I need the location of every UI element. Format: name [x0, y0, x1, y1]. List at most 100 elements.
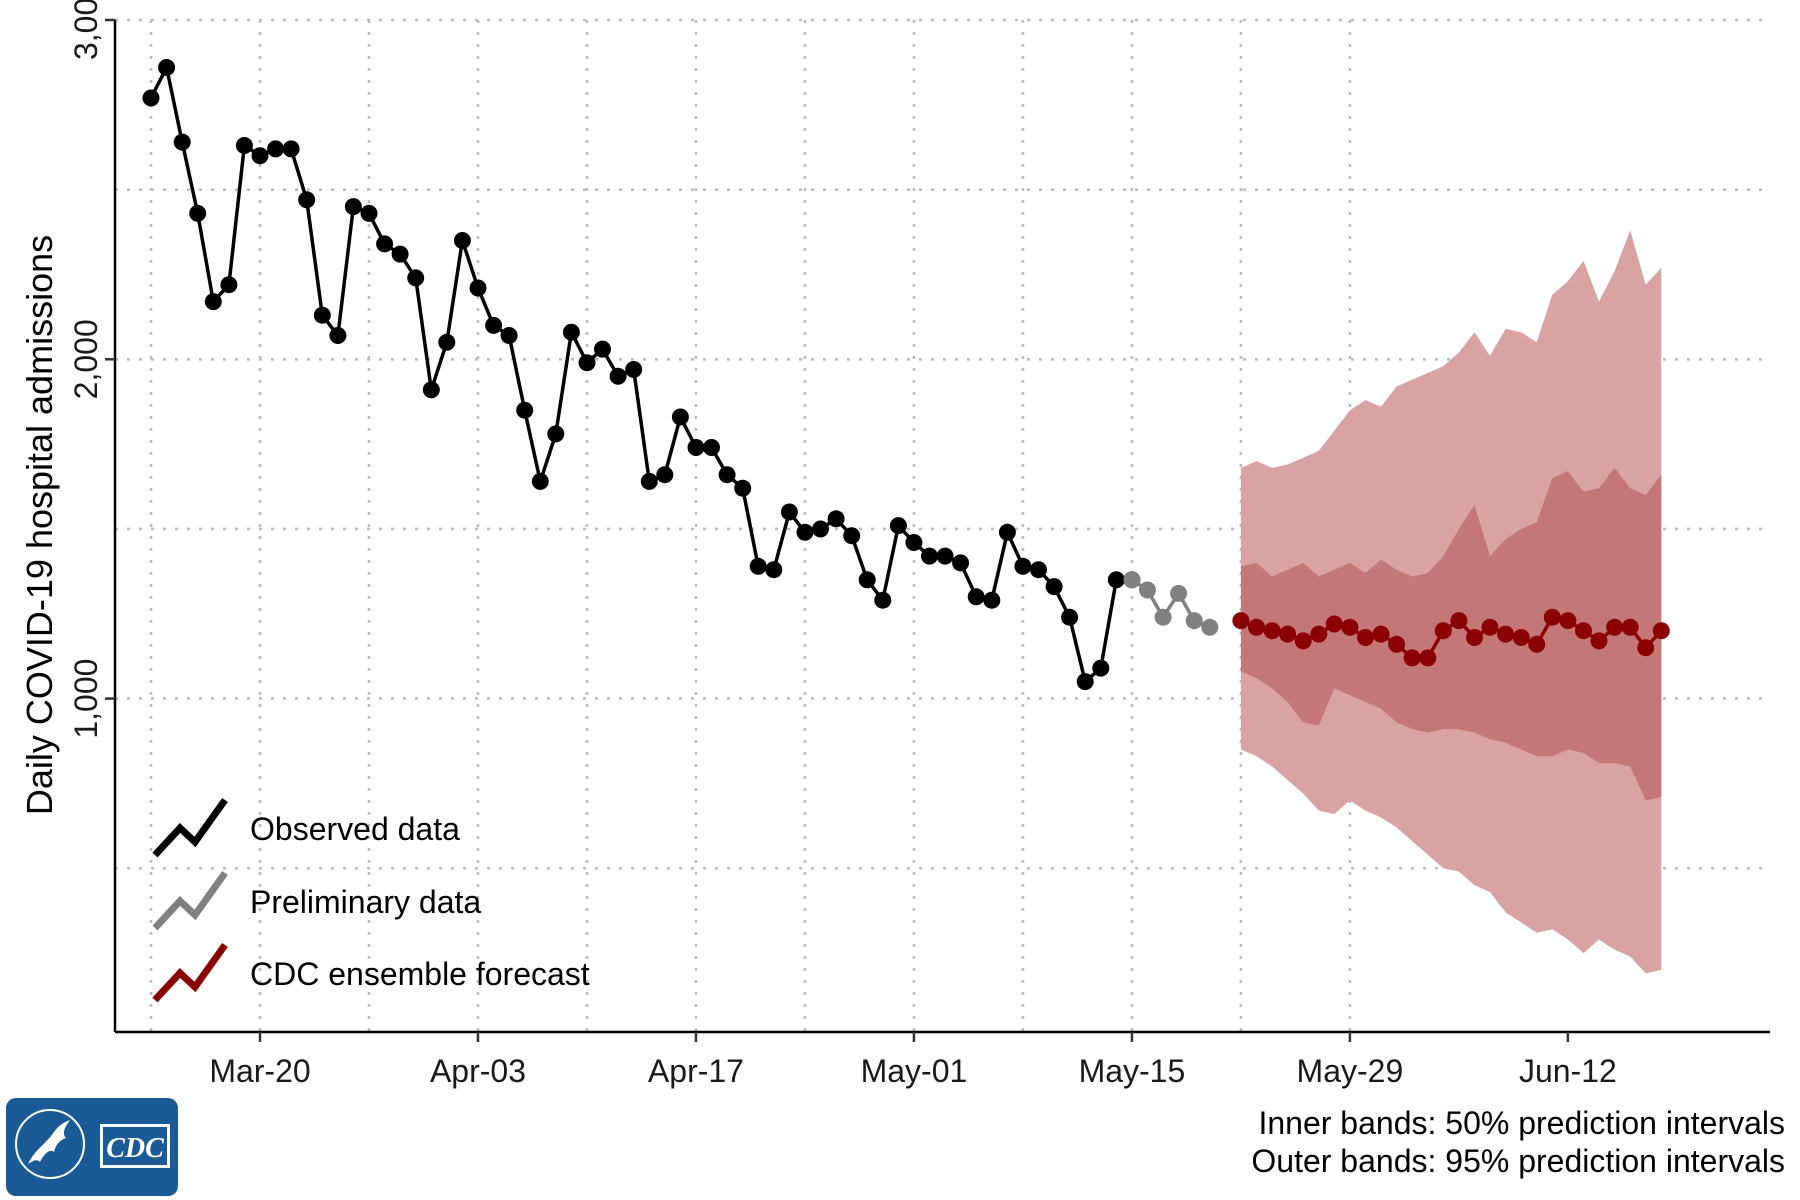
observed-point [1030, 561, 1047, 579]
legend-label-forecast: CDC ensemble forecast [250, 956, 590, 992]
preliminary-point [1123, 571, 1141, 589]
observed-point [921, 547, 938, 565]
observed-point [812, 520, 829, 538]
observed-point [640, 472, 658, 490]
forecast-point [1279, 625, 1297, 643]
preliminary-point [1154, 608, 1172, 626]
observed-point [1014, 557, 1032, 575]
legend: Observed data Preliminary data CDC ensembl… [152, 797, 590, 1003]
observed-point [500, 327, 518, 344]
observed-point [983, 591, 1001, 609]
forecast-point [1248, 618, 1265, 636]
forecast-bands [1240, 230, 1662, 974]
observed-point [251, 147, 269, 165]
observed-point [407, 269, 425, 287]
observed-point [703, 439, 720, 456]
forecast-line [1240, 615, 1663, 660]
forecast-point [1310, 625, 1328, 643]
x-tick-label: May-15 [1079, 1053, 1186, 1089]
cdc-box-inner [103, 1127, 167, 1165]
observed-point [1061, 608, 1079, 626]
observed-point [235, 137, 253, 154]
observed-point [780, 503, 798, 521]
preliminary-point [1139, 581, 1156, 599]
forecast-point [1434, 622, 1452, 640]
x-tick-label: Apr-17 [648, 1053, 744, 1089]
observed-point [687, 439, 705, 456]
observed-point [360, 204, 378, 222]
observed-point [453, 232, 471, 249]
legend-label-observed: Observed data [250, 811, 460, 847]
y-tick-label: 1,000 [68, 659, 104, 739]
observed-point [609, 367, 627, 385]
observed-point [671, 408, 689, 426]
forecast-point [1621, 618, 1639, 636]
observed-point [329, 327, 347, 344]
axes [105, 18, 1770, 1042]
observed-point [889, 517, 907, 535]
observed-point [874, 591, 892, 609]
observed-point [562, 323, 580, 341]
forecast-point [1232, 612, 1250, 630]
observed-line [149, 65, 1132, 684]
observed-point [469, 279, 487, 297]
observed-point [391, 245, 409, 263]
y-tick-label: 2,000 [68, 319, 104, 399]
x-tick-label: May-29 [1297, 1053, 1404, 1089]
observed-point [718, 466, 736, 484]
forecast-point [1543, 608, 1561, 626]
forecast-point [1403, 649, 1421, 667]
observed-point [516, 401, 534, 419]
observed-point [344, 198, 362, 216]
legend-key-observed [152, 797, 228, 858]
preliminary-point [1170, 584, 1188, 602]
tick-labels: 1,000 2,000 3,000 Mar-20 Apr-03 Apr-17 May-01 M… [68, 0, 1617, 1089]
observed-point [485, 316, 503, 334]
observed-point [531, 472, 549, 490]
observed-point [158, 59, 176, 76]
observed-point [282, 140, 300, 158]
forecast-point [1419, 649, 1437, 667]
preliminary-point [1185, 612, 1203, 630]
observed-point [594, 340, 611, 358]
x-tick-label: Apr-03 [430, 1053, 526, 1089]
observed-point [438, 333, 456, 351]
x-tick-label: May-01 [861, 1053, 968, 1089]
observed-point [734, 479, 752, 497]
observed-point [796, 523, 814, 541]
observed-point [220, 276, 238, 294]
observed-point [1045, 578, 1063, 596]
x-tick-label: Mar-20 [209, 1053, 310, 1089]
forecast-point [1341, 618, 1359, 636]
forecast-point [1450, 612, 1468, 630]
series-points [142, 59, 1670, 691]
observed-point [578, 354, 596, 372]
forecast-point [1512, 629, 1530, 646]
forecast-point [1357, 629, 1374, 646]
legend-label-preliminary: Preliminary data [250, 884, 481, 920]
cdc-logo-text: CDC [106, 1133, 164, 1164]
forecast-point [1590, 632, 1608, 650]
observed-point [827, 510, 845, 528]
forecast-point [1294, 632, 1312, 650]
forecast-point [1528, 635, 1546, 653]
observed-point [313, 306, 331, 324]
observed-point [1107, 571, 1125, 589]
hhs-seal-icon [15, 1109, 85, 1179]
observed-point [749, 557, 767, 575]
observed-point [267, 140, 285, 158]
observed-point [189, 204, 207, 222]
forecast-point [1559, 612, 1577, 630]
forecast-point [1652, 622, 1670, 640]
observed-point [1076, 673, 1094, 691]
forecast-point [1575, 622, 1592, 640]
preliminary-point [1201, 618, 1219, 636]
band-50 [1240, 467, 1662, 801]
observed-point [858, 571, 876, 589]
observed-point [843, 527, 861, 545]
forecast-point [1481, 618, 1499, 636]
forecast-point [1263, 622, 1281, 640]
observed-point [298, 191, 316, 209]
observed-point [765, 561, 783, 579]
